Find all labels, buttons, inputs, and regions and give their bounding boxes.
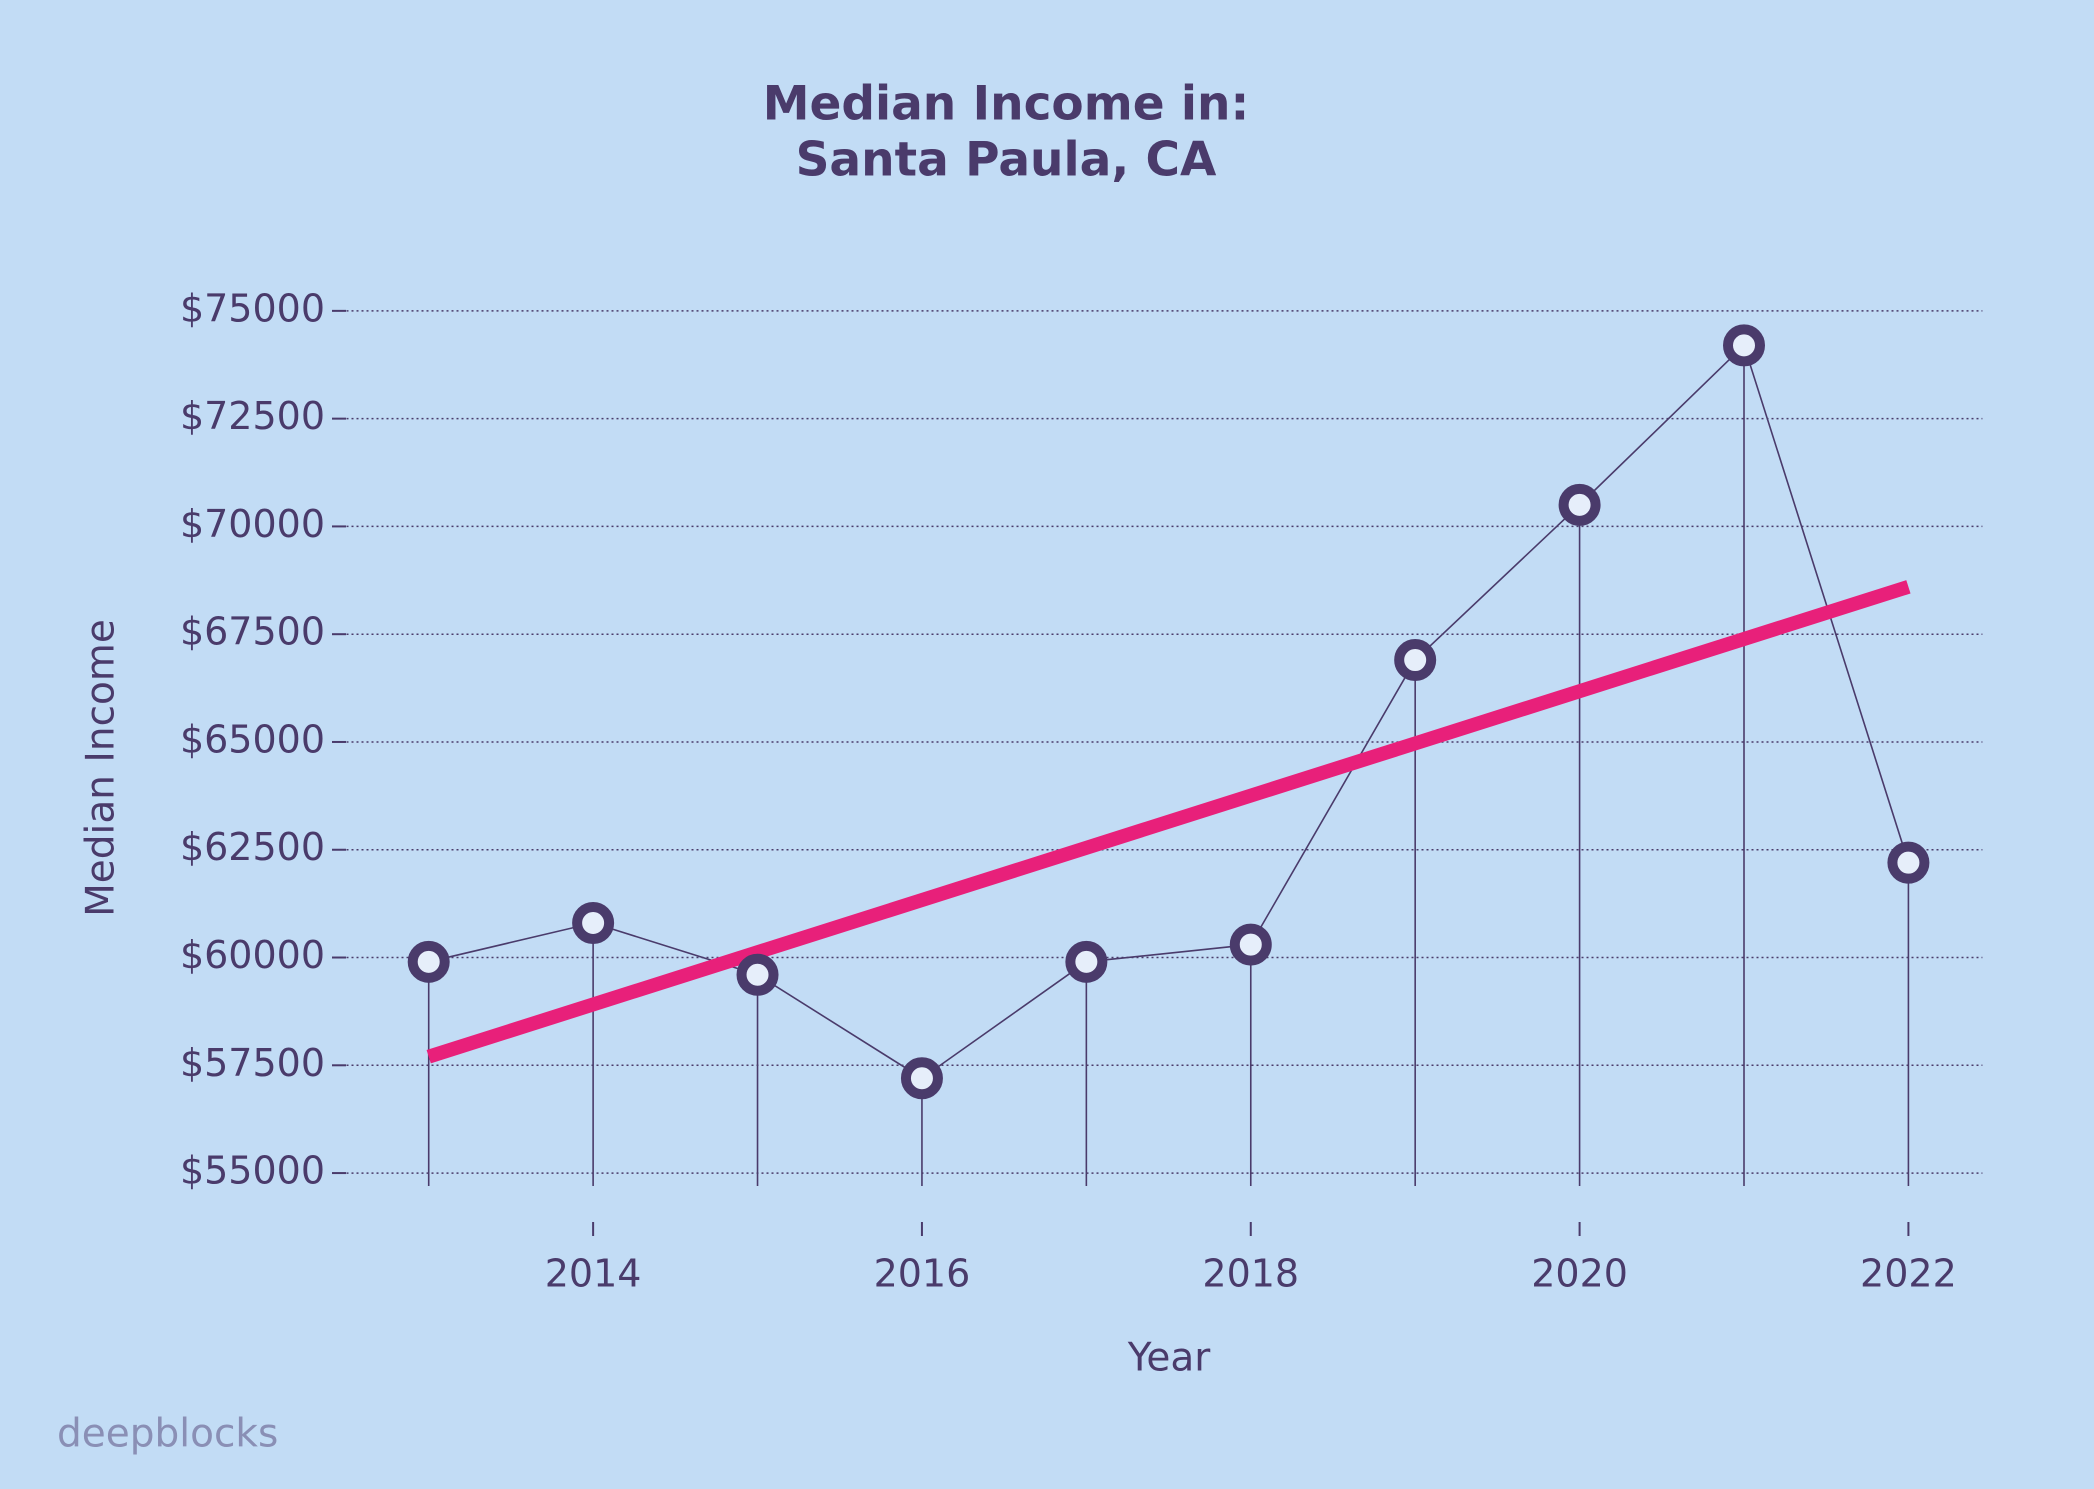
y-tick-label: $67500 xyxy=(180,610,325,654)
data-point xyxy=(1558,483,1601,526)
y-tick-label: $65000 xyxy=(180,717,325,761)
x-axis-label: Year xyxy=(1127,1336,1212,1381)
x-tick-label: 2014 xyxy=(545,1252,642,1296)
trend-line xyxy=(426,580,1911,1064)
data-point xyxy=(1065,940,1108,983)
watermark: deepblocks xyxy=(57,1412,278,1457)
y-axis-label: Median Income xyxy=(79,619,124,917)
x-tick-label: 2020 xyxy=(1531,1252,1628,1296)
data-point xyxy=(572,902,615,945)
chart-title: Median Income in: xyxy=(763,77,1250,132)
y-tick-label: $57500 xyxy=(180,1041,325,1085)
data-point xyxy=(1394,639,1437,682)
y-tick-label: $62500 xyxy=(180,825,325,869)
data-point xyxy=(736,953,779,996)
chart-title: Santa Paula, CA xyxy=(796,133,1217,188)
x-tick-label: 2018 xyxy=(1202,1252,1299,1296)
y-tick-label: $72500 xyxy=(180,394,325,438)
data-line xyxy=(428,343,1910,1080)
data-point xyxy=(407,940,450,983)
y-tick-label: $60000 xyxy=(180,933,325,977)
x-tick-label: 2022 xyxy=(1860,1252,1957,1296)
data-point xyxy=(1723,324,1766,367)
y-tick-label: $55000 xyxy=(180,1149,325,1193)
data-point xyxy=(1229,923,1272,966)
y-tick-label: $70000 xyxy=(180,502,325,546)
x-tick-label: 2016 xyxy=(874,1252,971,1296)
data-point xyxy=(900,1057,943,1100)
data-point xyxy=(1887,841,1930,884)
y-tick-label: $75000 xyxy=(180,286,325,330)
